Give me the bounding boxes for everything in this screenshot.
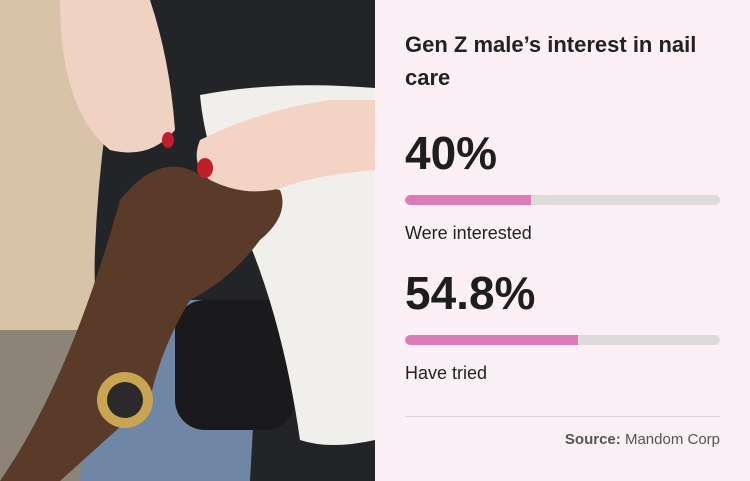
nail-polish [197,158,213,178]
tray [175,300,295,430]
technician-hand-2 [196,100,375,192]
watch-face [107,382,143,418]
value-label: 40% [405,127,498,179]
source-text: Mandom Corp [624,431,720,448]
client-hand [0,166,283,481]
stats-panel: Gen Z male’s interest in nail care 40% We… [375,0,750,481]
bar-track [405,195,720,205]
source: Source: Mandom Corp [565,431,720,448]
technician-hand [60,0,175,153]
category-label: Have tried [405,363,488,383]
value-label: 54.8% [405,267,536,319]
title: Gen Z male’s interest in nail care [405,32,697,90]
nail-polish [162,132,174,148]
photo [0,0,375,481]
category-label: Were interested [405,223,532,243]
source-label: Source: [564,431,621,448]
bar-track [405,335,720,345]
bar [405,195,531,205]
separator [405,416,720,417]
bar [405,335,578,345]
